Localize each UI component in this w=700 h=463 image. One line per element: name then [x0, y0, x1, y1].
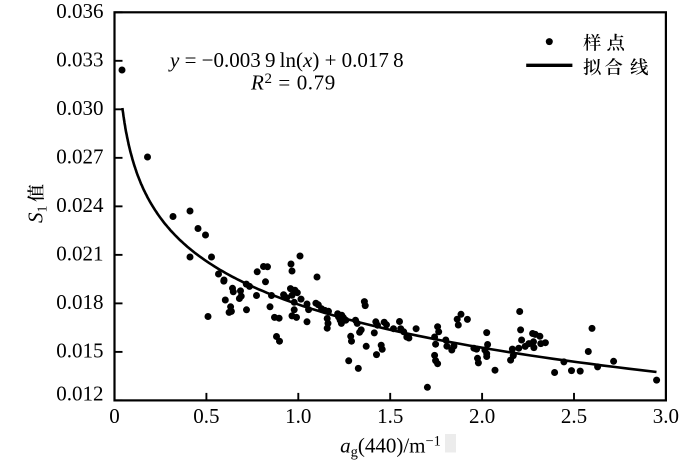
svg-text:2.5: 2.5 [561, 404, 587, 428]
svg-text:0.027: 0.027 [56, 144, 103, 168]
svg-text:R2 = 0.79: R2 = 0.79 [250, 71, 336, 95]
svg-text:0.018: 0.018 [56, 290, 103, 314]
svg-text:1.5: 1.5 [377, 404, 403, 428]
svg-text:0.033: 0.033 [56, 47, 103, 71]
svg-text:0.036: 0.036 [56, 0, 103, 23]
svg-text:2.0: 2.0 [469, 404, 495, 428]
svg-text:1.0: 1.0 [285, 404, 311, 428]
svg-text:0.024: 0.024 [56, 193, 104, 217]
svg-text:0.021: 0.021 [56, 241, 103, 265]
svg-text:3.0: 3.0 [653, 404, 679, 428]
svg-text:0: 0 [109, 404, 120, 428]
svg-text:0.030: 0.030 [56, 96, 103, 120]
svg-text:y = −0.003 9 ln(x) + 0.017 8: y = −0.003 9 ln(x) + 0.017 8 [168, 48, 404, 72]
svg-text:ag(440)/m−1: ag(440)/m−1 [340, 434, 441, 461]
svg-text:0.5: 0.5 [193, 404, 219, 428]
svg-text:0.012: 0.012 [56, 381, 103, 405]
svg-text:0.015: 0.015 [56, 338, 103, 362]
